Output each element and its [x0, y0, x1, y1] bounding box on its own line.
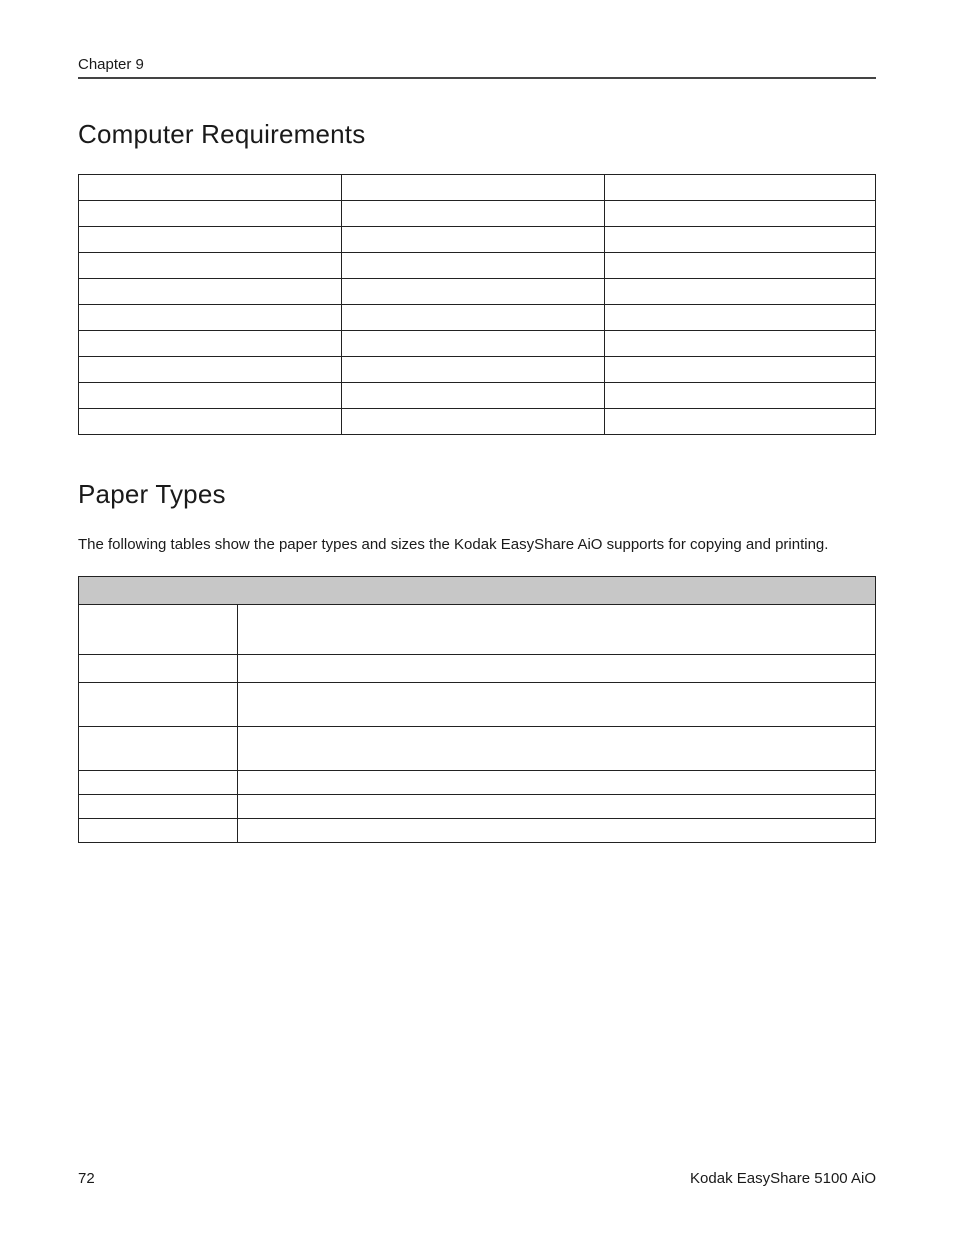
table-row — [79, 604, 876, 654]
table-cell — [605, 253, 876, 279]
table-cell — [79, 770, 238, 794]
table-row — [79, 818, 876, 842]
table-cell — [79, 654, 238, 682]
table-cell — [79, 357, 342, 383]
requirements-table-body — [79, 175, 876, 435]
table-cell — [79, 604, 238, 654]
table-cell — [342, 253, 605, 279]
table-cell — [605, 279, 876, 305]
table-cell — [605, 409, 876, 435]
doc-title: Kodak EasyShare 5100 AiO — [690, 1170, 876, 1187]
table-cell — [605, 175, 876, 201]
table-cell — [79, 383, 342, 409]
table-cell — [238, 726, 876, 770]
table-cell — [79, 305, 342, 331]
table-cell — [79, 201, 342, 227]
table-cell — [605, 357, 876, 383]
table-cell — [238, 770, 876, 794]
table-cell — [79, 682, 238, 726]
table-row — [79, 409, 876, 435]
table-cell — [79, 175, 342, 201]
table-cell — [605, 383, 876, 409]
table-cell — [238, 604, 876, 654]
table-row — [79, 331, 876, 357]
table-cell — [342, 279, 605, 305]
table-cell — [342, 305, 605, 331]
table-cell — [342, 331, 605, 357]
table-row — [79, 383, 876, 409]
table-cell — [79, 726, 238, 770]
table-cell — [238, 682, 876, 726]
table-cell — [342, 201, 605, 227]
table-cell — [238, 818, 876, 842]
table-cell — [79, 818, 238, 842]
table-cell — [79, 331, 342, 357]
table-row — [79, 279, 876, 305]
table-row — [79, 227, 876, 253]
section-title-computer-requirements: Computer Requirements — [78, 119, 876, 150]
table-cell — [79, 409, 342, 435]
chapter-header: Chapter 9 — [78, 56, 876, 79]
table-row — [79, 770, 876, 794]
paper-types-intro: The following tables show the paper type… — [78, 534, 876, 556]
table-cell — [605, 227, 876, 253]
table-cell — [342, 357, 605, 383]
page-footer: 72 Kodak EasyShare 5100 AiO — [78, 1170, 876, 1187]
table-cell — [342, 227, 605, 253]
table-row — [79, 794, 876, 818]
table-row — [79, 726, 876, 770]
table-cell — [342, 409, 605, 435]
paper-types-table — [78, 576, 876, 843]
table-header-cell — [79, 576, 876, 604]
requirements-table — [78, 174, 876, 435]
table-row — [79, 201, 876, 227]
table-cell — [605, 305, 876, 331]
table-cell — [79, 794, 238, 818]
table-header-row — [79, 576, 876, 604]
table-cell — [238, 794, 876, 818]
table-cell — [605, 201, 876, 227]
table-row — [79, 357, 876, 383]
table-cell — [342, 383, 605, 409]
section-title-paper-types: Paper Types — [78, 479, 876, 510]
table-row — [79, 175, 876, 201]
paper-types-table-body — [79, 576, 876, 842]
table-row — [79, 682, 876, 726]
page: Chapter 9 Computer Requirements Paper Ty… — [0, 0, 954, 1235]
table-cell — [342, 175, 605, 201]
page-number: 72 — [78, 1170, 95, 1187]
table-row — [79, 305, 876, 331]
table-row — [79, 253, 876, 279]
table-cell — [79, 227, 342, 253]
table-cell — [605, 331, 876, 357]
table-cell — [238, 654, 876, 682]
table-cell — [79, 253, 342, 279]
table-cell — [79, 279, 342, 305]
table-row — [79, 654, 876, 682]
